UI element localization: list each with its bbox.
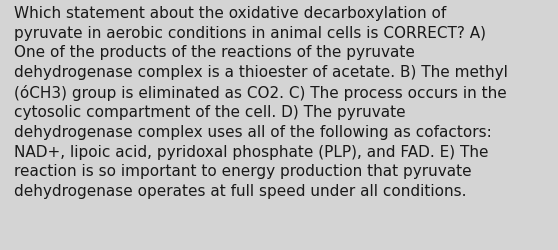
Text: Which statement about the oxidative decarboxylation of
pyruvate in aerobic condi: Which statement about the oxidative deca… [14,6,508,198]
